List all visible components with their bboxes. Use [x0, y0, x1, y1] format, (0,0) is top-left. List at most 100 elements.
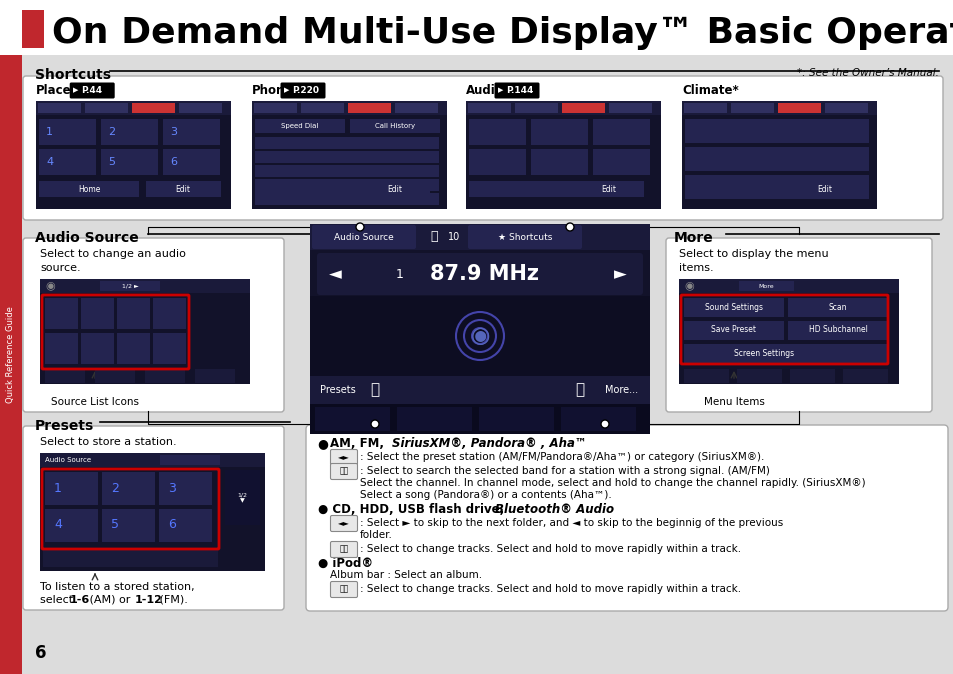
Text: (FM).: (FM). — [156, 595, 188, 605]
Bar — [132, 103, 174, 113]
FancyBboxPatch shape — [665, 238, 931, 412]
Bar — [45, 509, 98, 542]
Bar — [40, 279, 250, 293]
Text: More: More — [673, 231, 713, 245]
Text: Shortcuts: Shortcuts — [35, 68, 111, 82]
Circle shape — [371, 420, 378, 428]
Text: Source List Icons: Source List Icons — [51, 397, 139, 407]
FancyBboxPatch shape — [494, 82, 539, 98]
Text: 87.9 MHz: 87.9 MHz — [430, 264, 539, 284]
Bar — [683, 298, 783, 317]
Bar — [163, 149, 220, 175]
Bar — [194, 369, 234, 383]
FancyBboxPatch shape — [330, 516, 357, 532]
Bar — [254, 179, 438, 191]
Bar — [310, 404, 649, 434]
Text: Save Preset: Save Preset — [711, 326, 756, 334]
Bar — [684, 181, 868, 197]
Bar — [102, 472, 154, 505]
Text: *: See the Owner’s Manual.: *: See the Owner’s Manual. — [797, 68, 938, 78]
Text: Places: Places — [36, 84, 78, 97]
Bar — [163, 119, 220, 145]
Bar — [45, 369, 85, 383]
Text: ◄►: ◄► — [337, 452, 350, 462]
Text: items.: items. — [679, 263, 713, 273]
Bar — [101, 149, 158, 175]
Bar — [681, 101, 876, 209]
Text: Select to change an audio: Select to change an audio — [40, 249, 186, 259]
Text: : Select to search the selected band for a station with a strong signal. (AM/FM): : Select to search the selected band for… — [359, 466, 769, 476]
Bar — [683, 103, 726, 113]
Bar — [350, 119, 439, 133]
Bar — [561, 103, 604, 113]
Text: : Select ► to skip to the next folder, and ◄ to skip to the beginnig of the prev: : Select ► to skip to the next folder, a… — [359, 518, 782, 528]
Text: Audio: Audio — [465, 84, 503, 97]
Text: AM, FM,: AM, FM, — [330, 437, 388, 450]
Text: HD Subchannel: HD Subchannel — [808, 326, 866, 334]
Bar — [531, 119, 587, 145]
Bar — [22, 10, 44, 48]
Bar — [310, 224, 649, 434]
FancyBboxPatch shape — [330, 464, 357, 479]
Text: Speed Dial: Speed Dial — [281, 123, 318, 129]
Bar — [39, 119, 96, 145]
Bar — [81, 333, 113, 364]
Text: 5: 5 — [111, 518, 119, 532]
Bar — [36, 101, 231, 115]
Bar — [739, 281, 793, 291]
Text: Screen Settings: Screen Settings — [733, 348, 793, 357]
Text: 6: 6 — [170, 157, 177, 167]
Text: ◉: ◉ — [683, 281, 693, 291]
Text: P.220: P.220 — [292, 86, 318, 95]
Bar — [252, 101, 447, 115]
Bar — [254, 119, 345, 133]
Bar — [100, 281, 160, 291]
Bar — [679, 279, 898, 384]
Text: 2: 2 — [111, 481, 119, 495]
Bar — [348, 103, 391, 113]
Bar — [684, 175, 868, 199]
Bar — [608, 103, 651, 113]
Text: ▶: ▶ — [497, 88, 503, 94]
FancyBboxPatch shape — [23, 238, 284, 412]
Bar — [531, 149, 587, 175]
Bar — [593, 149, 649, 175]
Bar — [679, 279, 898, 293]
Text: Select a song (Pandora®) or a contents (Aha™).: Select a song (Pandora®) or a contents (… — [359, 490, 611, 500]
Text: ● CD, HDD, USB flash drive,: ● CD, HDD, USB flash drive, — [317, 503, 508, 516]
Bar — [102, 509, 154, 542]
Bar — [310, 296, 649, 376]
FancyBboxPatch shape — [23, 76, 942, 220]
Text: 3: 3 — [168, 481, 175, 495]
Text: ⏭: ⏭ — [575, 383, 584, 398]
Text: P.44: P.44 — [81, 86, 102, 95]
Bar — [789, 369, 834, 383]
Text: 10: 10 — [448, 232, 459, 242]
FancyBboxPatch shape — [280, 82, 325, 98]
Text: Select to store a station.: Select to store a station. — [40, 437, 176, 447]
Bar — [468, 103, 511, 113]
Text: 4: 4 — [54, 518, 62, 532]
Text: Edit: Edit — [817, 185, 832, 193]
Bar — [43, 549, 218, 567]
Bar — [254, 151, 438, 163]
Text: : Select to change tracks. Select and hold to move rapidly within a track.: : Select to change tracks. Select and ho… — [359, 584, 740, 594]
Text: ● iPod®: ● iPod® — [317, 557, 373, 570]
Text: ◄►: ◄► — [337, 518, 350, 528]
FancyBboxPatch shape — [312, 225, 416, 249]
Text: select: select — [40, 595, 76, 605]
Bar — [159, 509, 212, 542]
Text: 5: 5 — [108, 157, 115, 167]
Text: More...: More... — [604, 385, 638, 395]
Text: P.144: P.144 — [505, 86, 533, 95]
Text: 🔊: 🔊 — [430, 231, 437, 243]
Text: 4: 4 — [46, 157, 53, 167]
Bar — [36, 101, 231, 209]
Text: Call History: Call History — [375, 123, 415, 129]
Bar — [310, 376, 649, 404]
Bar — [159, 472, 212, 505]
Bar — [593, 119, 649, 145]
Bar — [101, 119, 158, 145]
Bar — [396, 407, 472, 431]
Text: : Select the preset station (AM/FM/Pandora®/Aha™) or category (SiriusXM®).: : Select the preset station (AM/FM/Pando… — [359, 452, 763, 462]
